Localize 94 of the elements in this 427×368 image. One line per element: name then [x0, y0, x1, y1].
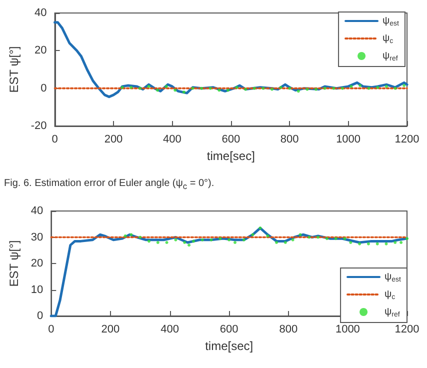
point	[182, 90, 186, 94]
point	[314, 88, 318, 91]
x-tick-label: 400	[160, 324, 179, 336]
point	[174, 238, 178, 242]
point	[252, 86, 256, 90]
y-tick-label: 0	[40, 82, 47, 94]
point	[218, 237, 222, 240]
point	[275, 241, 278, 244]
point	[340, 86, 344, 90]
point	[156, 241, 160, 244]
y-tick-label: 20	[30, 258, 44, 270]
point	[138, 236, 142, 239]
point	[164, 84, 168, 88]
point	[183, 241, 186, 244]
point	[402, 84, 406, 88]
point	[210, 238, 213, 242]
x-tick-label: 800	[280, 134, 299, 146]
point	[130, 233, 133, 236]
y-tick-label: 40	[30, 205, 44, 217]
point	[394, 241, 397, 244]
point	[291, 238, 294, 242]
point	[242, 238, 246, 242]
point	[148, 240, 150, 243]
x-tick-label: 0	[48, 324, 54, 336]
point	[234, 241, 236, 244]
point	[138, 86, 142, 90]
point	[235, 86, 238, 89]
point	[200, 238, 204, 242]
point	[376, 86, 380, 89]
caption: Fig. 6. Estimation error of Euler angle (ψ$_{c}$ = 0°).	[4, 178, 214, 191]
point	[298, 233, 302, 236]
x-tick-label: 1200	[394, 134, 420, 146]
x-tick-label: 600	[222, 134, 240, 146]
point	[296, 90, 300, 93]
point	[384, 84, 388, 88]
y-tick-label: 40	[34, 7, 47, 19]
point	[200, 86, 204, 90]
point	[406, 237, 408, 240]
x-axis-title: time[sec]	[206, 148, 255, 163]
point	[332, 86, 336, 90]
point	[367, 86, 370, 90]
x-tick-label: 1200	[394, 324, 420, 336]
x-tick-label: 1000	[335, 324, 360, 336]
point	[188, 244, 191, 247]
point	[147, 84, 150, 88]
point	[384, 242, 388, 246]
x-tick-label: 400	[163, 134, 182, 146]
point	[244, 88, 248, 91]
x-tick-label: 200	[101, 324, 120, 336]
point	[228, 238, 231, 242]
x-tick-label: 1000	[336, 134, 361, 146]
point	[323, 86, 326, 90]
x-tick-label: 200	[104, 134, 123, 146]
point	[334, 237, 338, 240]
point	[288, 86, 292, 90]
point	[358, 242, 362, 246]
point	[270, 88, 274, 91]
point	[400, 241, 403, 244]
x-axis-title: time[sec]	[205, 338, 254, 353]
point	[279, 86, 282, 89]
point	[349, 241, 352, 244]
point	[343, 237, 346, 240]
y-axis-title: EST ψ[°]	[7, 240, 21, 287]
point	[208, 86, 212, 90]
x-tick-label: 600	[220, 324, 238, 336]
y-tick-label: 10	[30, 284, 44, 296]
point	[358, 84, 362, 88]
point	[226, 88, 230, 92]
y-tick-label: 0	[37, 310, 44, 322]
point	[251, 233, 254, 236]
point	[306, 88, 309, 91]
y-tick-label: 20	[34, 44, 47, 57]
point	[316, 236, 320, 239]
point	[192, 240, 195, 243]
point	[218, 88, 221, 92]
point	[366, 242, 370, 246]
y-tick-label: -20	[30, 120, 47, 132]
point	[258, 226, 262, 230]
point	[156, 88, 160, 92]
point	[124, 234, 127, 238]
point	[130, 86, 133, 89]
point	[350, 84, 353, 88]
point	[165, 241, 168, 244]
point	[266, 234, 270, 238]
point	[174, 88, 177, 92]
y-tick-label: 30	[30, 231, 44, 244]
point	[120, 86, 124, 89]
x-tick-label: 800	[279, 324, 298, 336]
point	[262, 86, 265, 90]
x-tick-label: 0	[52, 134, 58, 146]
point	[284, 241, 287, 244]
y-axis-title: EST ψ[°]	[7, 46, 21, 93]
point	[325, 237, 328, 240]
point	[376, 242, 379, 246]
